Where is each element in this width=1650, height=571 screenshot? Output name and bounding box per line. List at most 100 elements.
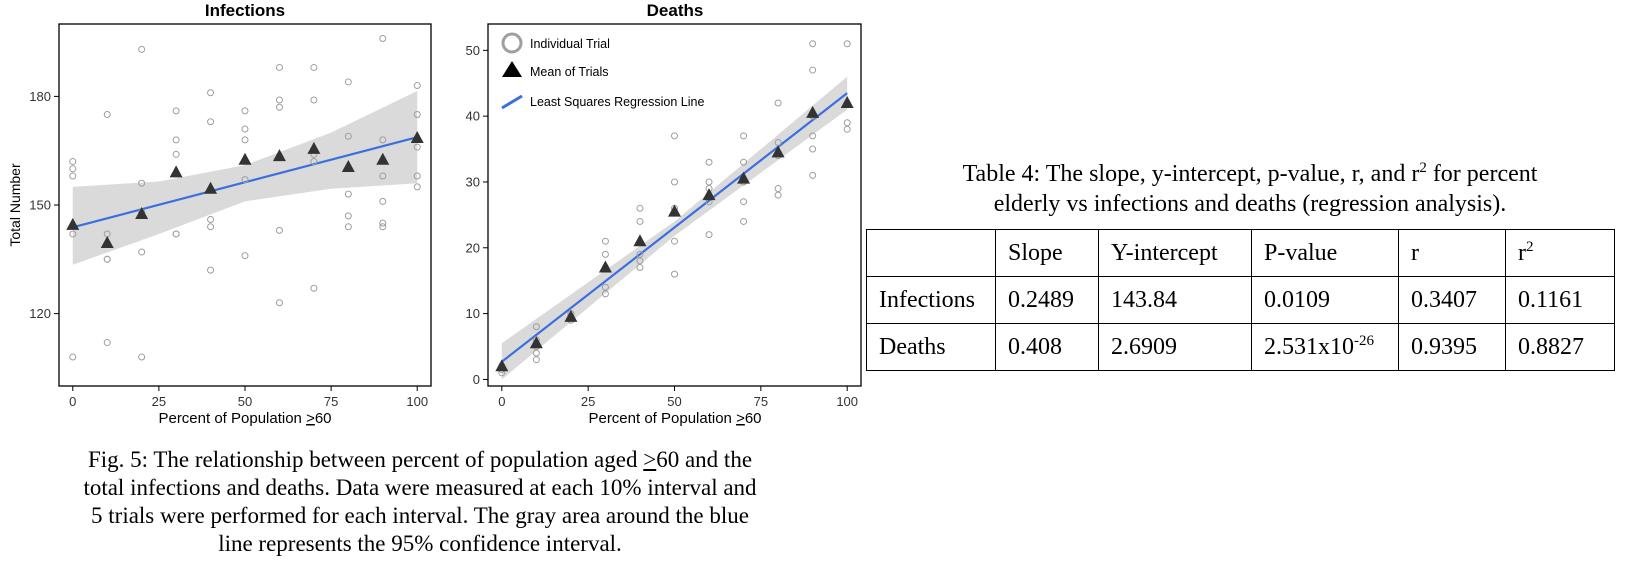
trial-point <box>740 217 748 225</box>
confidence-band <box>72 90 418 265</box>
y-tick-label: 150 <box>29 198 51 213</box>
table-cell: 0.1161 <box>1505 276 1615 324</box>
x-tick-label: 25 <box>152 394 166 409</box>
mean-point <box>771 145 785 158</box>
trial-point <box>413 82 421 90</box>
chart-title: Deaths <box>647 1 704 20</box>
table-cell: 0.3407 <box>1398 276 1506 324</box>
trial-point <box>532 356 540 364</box>
mean-point <box>702 188 716 201</box>
trial-point <box>138 45 146 53</box>
caption-line: total infections and deaths. Data were m… <box>83 475 757 500</box>
table-cell: 0.2489 <box>995 276 1099 324</box>
mean-point <box>135 207 149 220</box>
trial-point <box>207 266 215 274</box>
trial-point <box>671 132 678 140</box>
x-tick-label: 75 <box>754 394 768 409</box>
table-caption: Table 4: The slope, y-intercept, p-value… <box>880 153 1620 219</box>
mean-point <box>169 165 183 178</box>
y-tick-label: 180 <box>29 89 51 104</box>
trial-point <box>809 132 817 140</box>
trial-point <box>172 150 180 158</box>
trial-point <box>413 111 421 118</box>
legend-entry-regression: Least Squares Regression Line <box>530 95 704 109</box>
trial-point <box>740 132 748 140</box>
trial-point <box>774 191 782 199</box>
y-tick-label: 120 <box>29 306 51 321</box>
trial-point <box>69 353 77 361</box>
trial-point <box>310 63 318 71</box>
trial-point <box>671 178 678 186</box>
mean-point <box>806 105 820 118</box>
trial-point <box>103 255 111 263</box>
trial-point <box>241 252 249 260</box>
mean-point <box>564 309 578 322</box>
x-tick-label: 50 <box>667 394 681 409</box>
mean-point <box>529 336 543 349</box>
trial-point <box>138 248 146 256</box>
x-tick-label: 100 <box>406 394 428 409</box>
trial-point <box>207 118 215 126</box>
trial-point <box>344 223 352 231</box>
table-caption-line: Table 4: The slope, y-intercept, p-value… <box>962 160 1538 187</box>
trial-point <box>601 283 609 291</box>
trial-point <box>671 270 678 278</box>
trial-point <box>241 136 249 144</box>
mean-point <box>307 141 321 154</box>
trial-point <box>740 198 748 206</box>
trial-point <box>69 158 77 166</box>
y-tick-label: 20 <box>466 240 480 255</box>
mean-point <box>66 217 80 230</box>
row-label: Deaths <box>866 323 996 371</box>
table-cell: 143.84 <box>1098 276 1252 324</box>
legend-entry-mean: Mean of Trials <box>530 65 609 79</box>
trial-point <box>809 66 817 74</box>
table-cell: 0.8827 <box>1505 323 1615 371</box>
table-cell: 0.408 <box>995 323 1099 371</box>
trial-point <box>705 231 713 239</box>
y-tick-label: 40 <box>466 109 480 124</box>
trial-point <box>344 132 352 140</box>
trial-point <box>601 250 609 258</box>
mean-point <box>598 260 612 273</box>
trial-point <box>103 111 111 118</box>
trial-point <box>310 158 318 166</box>
mean-point <box>341 159 355 172</box>
trial-point <box>172 230 180 238</box>
trial-point <box>344 212 352 220</box>
trial-point <box>69 230 77 238</box>
table-row: Deaths 0.408 2.6909 2.531x10-26 0.9395 0… <box>866 323 1615 371</box>
trial-point <box>740 158 748 166</box>
table-header-row: Slope Y-intercept P-value r r2 <box>866 229 1615 277</box>
trial-point <box>809 145 817 153</box>
deaths-chart: Deaths 0 25 50 75 100 0 10 20 30 40 50 Individual … <box>466 1 862 427</box>
legend-regression-marker <box>501 94 523 110</box>
legend-mean-marker <box>502 61 522 77</box>
x-tick-label: 100 <box>836 394 858 409</box>
mean-point <box>376 152 390 165</box>
x-tick-label: 25 <box>581 394 595 409</box>
trial-point <box>532 349 540 357</box>
trial-point <box>636 264 644 272</box>
x-tick-label: 75 <box>324 394 338 409</box>
y-tick-label: 0 <box>473 372 480 387</box>
trial-point <box>344 190 352 198</box>
trial-point <box>601 237 609 245</box>
trial-point <box>843 40 851 48</box>
trial-point <box>207 223 215 231</box>
mean-point <box>410 131 424 144</box>
mean-point <box>495 359 509 372</box>
trial-point <box>705 178 713 186</box>
mean-point <box>633 234 647 247</box>
x-tick-label: 0 <box>69 394 76 409</box>
header-cell: Slope <box>995 229 1099 277</box>
trial-point <box>379 34 387 42</box>
mean-point <box>737 171 751 184</box>
trial-point <box>774 99 782 107</box>
mean-point <box>204 181 218 194</box>
trial-point <box>207 215 215 223</box>
header-cell: Y-intercept <box>1098 229 1252 277</box>
x-axis-label: Percent of Population >60 <box>158 410 331 427</box>
trial-point <box>275 299 283 307</box>
infections-chart: Infections 0 25 50 75 100 120 150 180 Total Num… <box>7 1 432 427</box>
